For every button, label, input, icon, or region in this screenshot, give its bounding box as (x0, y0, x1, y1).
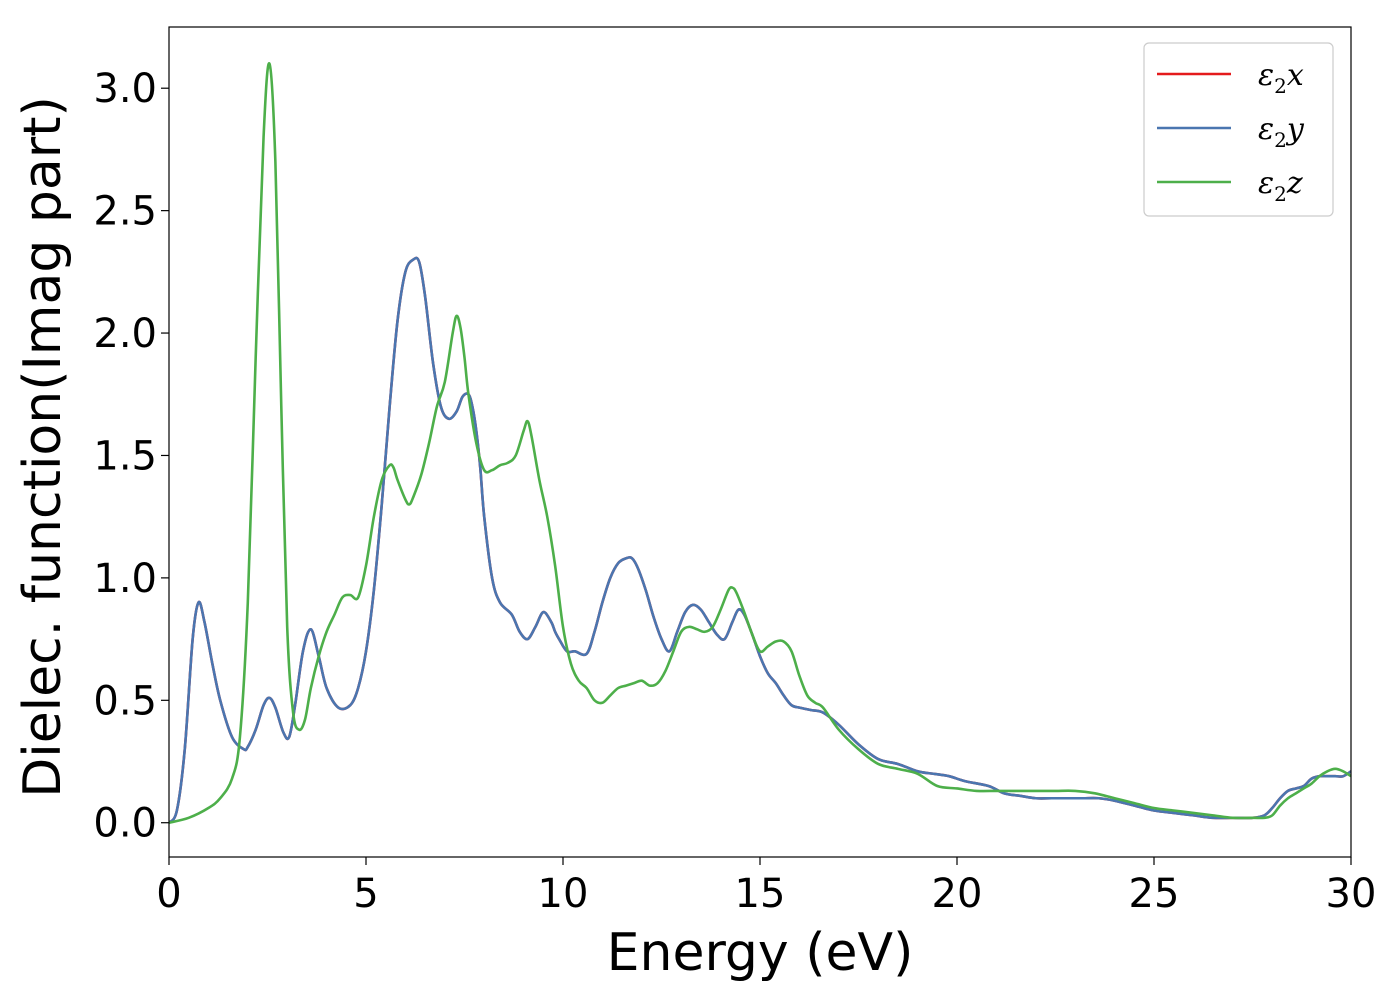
y-axis-title: Dielec. function(Imag part) (13, 96, 73, 798)
x-tick-label: 15 (735, 871, 786, 917)
x-tick-label: 0 (156, 871, 181, 917)
series-line-x (169, 256, 1351, 824)
x-tick-label: 10 (538, 871, 589, 917)
series-line-y (169, 256, 1351, 824)
series-layer (169, 62, 1351, 824)
y-tick-label: 3.0 (93, 66, 157, 112)
legend-label-y: ε2y (1258, 112, 1305, 152)
legend: ε2x ε2y ε2z (1143, 42, 1334, 217)
axes-layer: 0 5 10 15 20 25 30 0.0 0.5 1.0 1.5 2.0 2.5 3.0 (93, 26, 1377, 917)
legend-box (1143, 42, 1334, 217)
legend-label-z: ε2z (1258, 166, 1303, 206)
x-tick-label: 5 (353, 871, 378, 917)
y-tick-label: 2.0 (93, 311, 157, 357)
x-tick-label: 25 (1129, 871, 1180, 917)
y-tick-label: 2.5 (93, 189, 157, 235)
y-tick-label: 0.5 (93, 678, 157, 724)
series-line-z (169, 62, 1351, 824)
y-tick-label: 0.0 (93, 801, 157, 847)
x-axis-title: Energy (eV) (607, 923, 914, 983)
x-tick-label: 30 (1326, 871, 1377, 917)
x-tick-label: 20 (932, 871, 983, 917)
y-tick-label: 1.5 (93, 433, 157, 479)
y-tick-label: 1.0 (93, 556, 157, 602)
legend-label-x: ε2x (1258, 58, 1304, 98)
